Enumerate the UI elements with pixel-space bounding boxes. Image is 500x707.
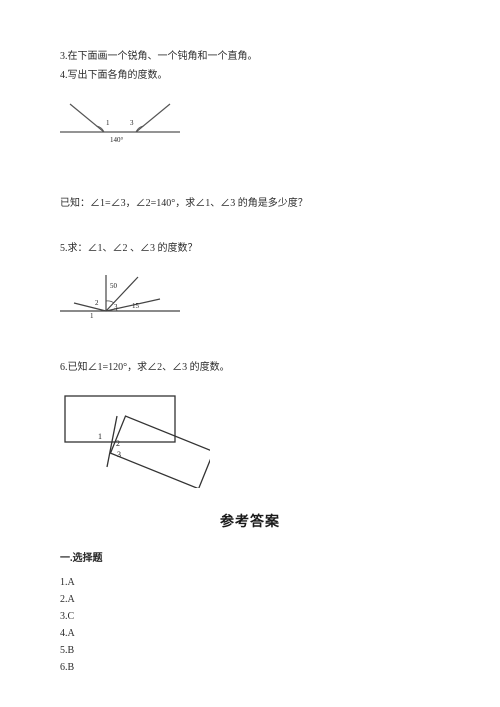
fig2-label-15: 15 <box>132 302 140 310</box>
fig2-label-3: 3 <box>114 303 118 311</box>
figure-1: 1 3 140° <box>60 94 440 149</box>
figure-2: 50 15 1 2 3 <box>60 271 440 331</box>
answer-item: 2.A <box>60 591 440 608</box>
sub-heading: 一.选择题 <box>60 549 440 564</box>
known-text: 已知：∠1=∠3，∠2=140°，求∠1、∠3 的角是多少度？ <box>60 195 440 212</box>
question-6: 6.已知∠1=120°，求∠2、∠3 的度数。 <box>60 359 440 376</box>
fig1-label-1: 1 <box>106 119 110 127</box>
fig2-label-1: 1 <box>90 312 94 320</box>
answer-item: 4.A <box>60 625 440 642</box>
question-3: 3.在下面画一个锐角、一个钝角和一个直角。 <box>60 48 440 65</box>
fig3-label-1: 1 <box>98 432 102 441</box>
answer-item: 5.B <box>60 642 440 659</box>
fig1-label-3: 3 <box>130 119 134 127</box>
fig1-label-140: 140° <box>110 136 124 144</box>
answer-item: 1.A <box>60 574 440 591</box>
figure-3: 1 2 3 <box>60 388 440 493</box>
answer-title: 参考答案 <box>60 511 440 531</box>
fig2-label-2: 2 <box>95 299 99 307</box>
answer-item: 6.B <box>60 659 440 676</box>
fig2-label-50: 50 <box>110 282 118 290</box>
fig3-label-2: 2 <box>116 439 120 448</box>
question-5: 5.求：∠1、∠2 、∠3 的度数？ <box>60 240 440 257</box>
question-4: 4.写出下面各角的度数。 <box>60 67 440 84</box>
fig3-label-3: 3 <box>117 450 121 459</box>
answer-item: 3.C <box>60 608 440 625</box>
answer-list: 1.A 2.A 3.C 4.A 5.B 6.B <box>60 574 440 676</box>
